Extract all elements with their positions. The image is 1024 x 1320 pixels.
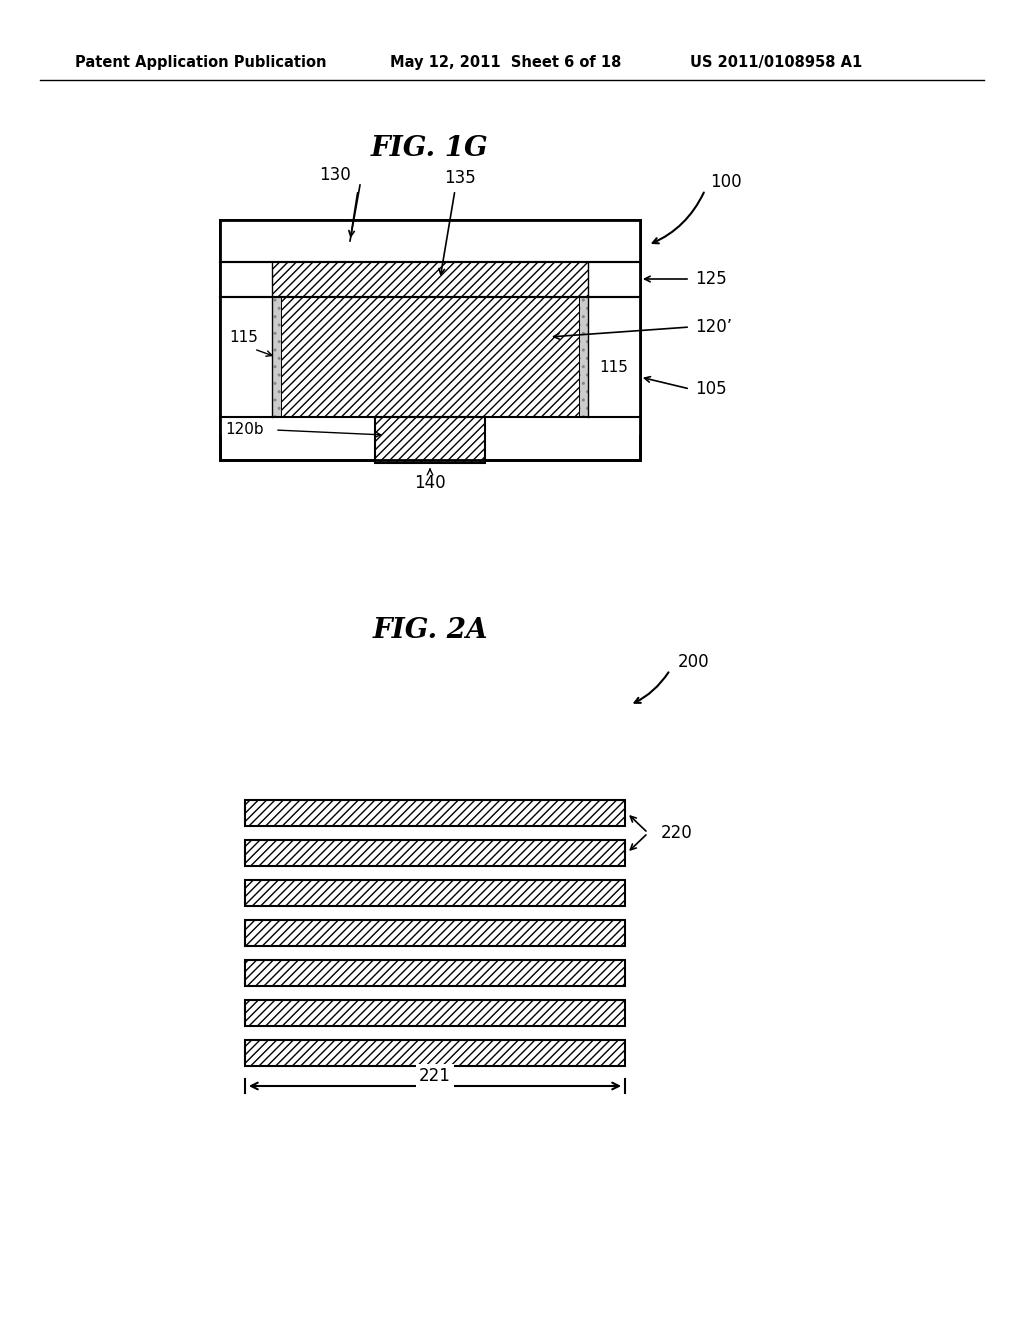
Bar <box>220 220 640 261</box>
Text: 120b: 120b <box>225 422 263 437</box>
Bar <box>245 920 625 946</box>
Bar <box>245 1040 625 1067</box>
Bar <box>245 800 625 826</box>
Bar <box>245 960 625 986</box>
Text: FIG. 2A: FIG. 2A <box>373 616 487 644</box>
Bar <box>375 417 485 463</box>
Bar <box>281 297 579 417</box>
Text: May 12, 2011  Sheet 6 of 18: May 12, 2011 Sheet 6 of 18 <box>390 54 622 70</box>
Text: 135: 135 <box>444 169 476 187</box>
Bar <box>588 261 640 297</box>
Text: 100: 100 <box>710 173 741 191</box>
Bar <box>245 1001 625 1026</box>
Text: 115: 115 <box>229 330 258 345</box>
Text: US 2011/0108958 A1: US 2011/0108958 A1 <box>690 54 862 70</box>
Bar <box>220 261 272 297</box>
Bar <box>579 297 588 417</box>
Text: 115: 115 <box>600 359 629 375</box>
Text: 125: 125 <box>695 271 727 288</box>
Text: 221: 221 <box>419 1067 451 1085</box>
Text: 140: 140 <box>414 474 445 492</box>
Bar <box>220 220 640 459</box>
Bar <box>220 417 640 436</box>
Bar <box>245 840 625 866</box>
Bar <box>588 297 640 417</box>
Bar <box>245 880 625 906</box>
Text: FIG. 1G: FIG. 1G <box>371 135 488 161</box>
Bar <box>220 261 640 297</box>
Text: Patent Application Publication: Patent Application Publication <box>75 54 327 70</box>
Bar <box>220 220 640 459</box>
Bar <box>272 297 281 417</box>
Text: 105: 105 <box>695 380 727 399</box>
Text: 200: 200 <box>678 653 710 671</box>
Text: 220: 220 <box>662 824 693 842</box>
Text: 130: 130 <box>319 166 351 183</box>
Bar <box>220 297 272 417</box>
Text: 120’: 120’ <box>695 318 732 337</box>
